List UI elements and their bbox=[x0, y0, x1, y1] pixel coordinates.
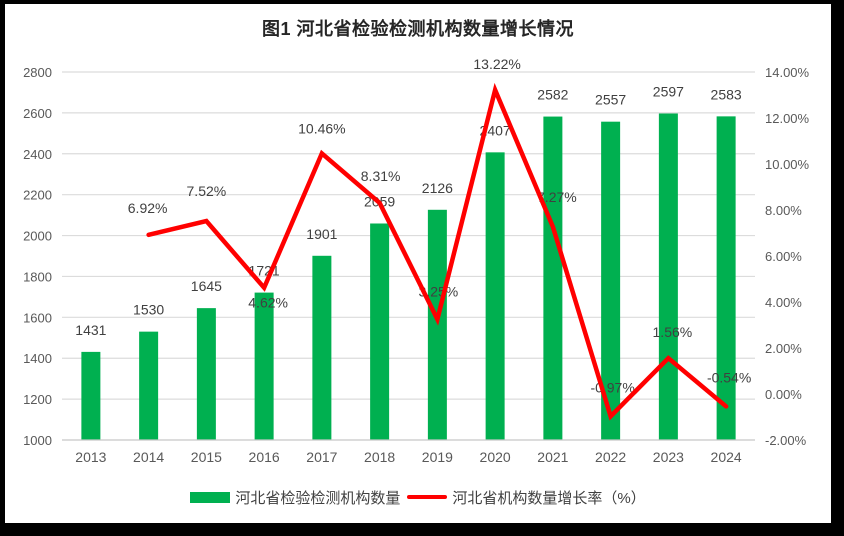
right-axis-tick-0.00%: 0.00% bbox=[765, 387, 802, 402]
left-axis-tick-2200: 2200 bbox=[23, 188, 52, 203]
bar-label-2024: 2583 bbox=[711, 86, 742, 102]
right-axis-tick-12.00%: 12.00% bbox=[765, 111, 810, 126]
legend-label-growth-rate: 河北省机构数量增长率（%） bbox=[452, 489, 646, 507]
x-axis-label-2017: 2017 bbox=[306, 449, 337, 465]
chart-canvas: 图1 河北省检验检测机构数量增长情况 1431 1530 1645 1721 1901 2… bbox=[5, 4, 831, 523]
bar-2016 bbox=[254, 292, 274, 440]
line-label-2016: 4.62% bbox=[248, 295, 288, 311]
left-axis-tick-1000: 1000 bbox=[23, 433, 52, 448]
left-axis-tick-2000: 2000 bbox=[23, 229, 52, 244]
bar-2019 bbox=[427, 209, 447, 440]
line-label-2020: 13.22% bbox=[473, 56, 520, 72]
line-label-2022: -0.97% bbox=[590, 379, 634, 395]
bar-2023 bbox=[658, 113, 678, 440]
left-axis-tick-1800: 1800 bbox=[23, 269, 52, 284]
right-axis-tick-2.00%: 2.00% bbox=[765, 341, 802, 356]
bar-label-2014: 1530 bbox=[133, 302, 164, 318]
bar-2024 bbox=[716, 116, 736, 440]
line-label-2021: 7.27% bbox=[537, 189, 577, 205]
chart-title: 图1 河北省检验检测机构数量增长情况 bbox=[261, 19, 574, 39]
x-axis-label-2013: 2013 bbox=[75, 449, 106, 465]
x-axis-label-2019: 2019 bbox=[422, 449, 453, 465]
bar-label-2013: 1431 bbox=[75, 322, 106, 338]
bar-2022 bbox=[601, 121, 621, 441]
legend-label-institutions: 河北省检验检测机构数量 bbox=[235, 489, 401, 507]
right-axis-tick--2.00%: -2.00% bbox=[765, 433, 807, 448]
bar-2013 bbox=[81, 351, 101, 440]
legend-item-growth-rate: 河北省机构数量增长率（%） bbox=[407, 487, 646, 508]
line-label-2014: 6.92% bbox=[128, 200, 168, 216]
left-axis-tick-1600: 1600 bbox=[23, 310, 52, 325]
left-axis-tick-2400: 2400 bbox=[23, 147, 52, 162]
bar-label-2015: 1645 bbox=[191, 278, 222, 294]
chart-legend: 河北省检验检测机构数量 河北省机构数量增长率（%） bbox=[5, 487, 831, 508]
left-axis-tick-1200: 1200 bbox=[23, 392, 52, 407]
bar-2014 bbox=[139, 331, 159, 440]
bar-label-2022: 2557 bbox=[595, 92, 626, 108]
line-label-2019: 3.25% bbox=[419, 283, 459, 299]
line-label-2017: 10.46% bbox=[298, 120, 345, 136]
x-axis-label-2015: 2015 bbox=[191, 449, 222, 465]
right-axis-tick-10.00%: 10.00% bbox=[765, 157, 810, 172]
bar-2017 bbox=[312, 255, 332, 440]
bar-label-2021: 2582 bbox=[537, 87, 568, 103]
legend-item-institutions: 河北省检验检测机构数量 bbox=[190, 487, 400, 508]
line-label-2015: 7.52% bbox=[187, 183, 227, 199]
bar-series-swatch bbox=[190, 491, 231, 503]
bar-label-2017: 1901 bbox=[306, 226, 337, 242]
right-axis-tick-14.00%: 14.00% bbox=[765, 65, 810, 80]
bar-2018 bbox=[370, 223, 390, 440]
x-axis-label-2016: 2016 bbox=[249, 449, 280, 465]
line-series-swatch bbox=[407, 495, 448, 499]
right-axis-tick-4.00%: 4.00% bbox=[765, 295, 802, 310]
bar-label-2019: 2126 bbox=[422, 180, 453, 196]
left-axis-tick-2600: 2600 bbox=[23, 106, 52, 121]
right-axis-tick-8.00%: 8.00% bbox=[765, 203, 802, 218]
bar-2020 bbox=[485, 152, 505, 440]
x-axis-label-2020: 2020 bbox=[480, 449, 511, 465]
bar-2021 bbox=[543, 116, 563, 441]
x-axis-label-2023: 2023 bbox=[653, 449, 684, 465]
x-axis-label-2024: 2024 bbox=[711, 449, 742, 465]
right-axis-tick-6.00%: 6.00% bbox=[765, 249, 802, 264]
x-axis-label-2021: 2021 bbox=[537, 449, 568, 465]
x-axis-label-2022: 2022 bbox=[595, 449, 626, 465]
line-label-2018: 8.31% bbox=[361, 168, 401, 184]
bar-2015 bbox=[196, 308, 216, 440]
line-label-2024: -0.54% bbox=[707, 369, 751, 385]
growth-rate-line bbox=[146, 82, 729, 421]
left-axis-tick-1400: 1400 bbox=[23, 351, 52, 366]
x-axis-label-2018: 2018 bbox=[364, 449, 395, 465]
x-axis-label-2014: 2014 bbox=[133, 449, 164, 465]
left-axis-tick-2800: 2800 bbox=[23, 65, 52, 80]
bar-label-2023: 2597 bbox=[653, 84, 684, 100]
line-label-2023: 1.56% bbox=[653, 324, 693, 340]
